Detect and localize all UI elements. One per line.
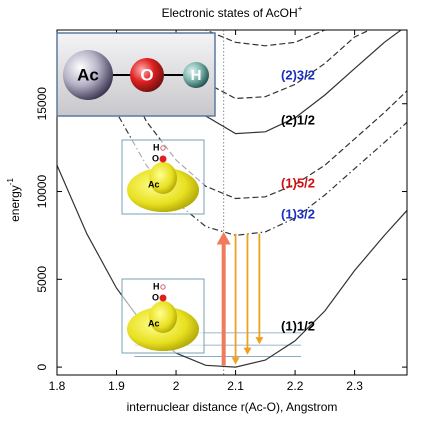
- x-axis-label: internuclear distance r(Ac-O), Angstrom: [127, 400, 338, 414]
- title-text: Electronic states of AcOH: [162, 6, 298, 20]
- y-axis-label: energy-1: [6, 178, 22, 222]
- inset-label: Ac: [148, 179, 160, 189]
- atom-label: H: [191, 67, 202, 84]
- arrow-head: [255, 337, 263, 344]
- x-tick-label: 1.8: [49, 379, 66, 393]
- y-tick-label: 0: [35, 363, 49, 370]
- state-label: (1)1/2: [281, 318, 315, 333]
- x-tick-label: 2.2: [287, 379, 304, 393]
- x-tick-label: 1.9: [108, 379, 125, 393]
- y-tick-label: 15000: [35, 87, 49, 121]
- state-label: (1)3/2: [281, 206, 315, 221]
- atom-label: Ac: [77, 65, 99, 84]
- orbital-inset: HO Ac: [122, 140, 204, 214]
- chart-title: Electronic states of AcOH+: [162, 4, 303, 20]
- title-superscript: +: [298, 4, 303, 13]
- overlay: Ac O H: [57, 33, 215, 116]
- arrow-head: [243, 348, 251, 355]
- curve: [57, 165, 408, 367]
- atom-o: [160, 295, 167, 302]
- atom-o: [160, 156, 167, 163]
- atom-h: [161, 146, 165, 150]
- state-label: (1)5/2: [281, 175, 315, 190]
- atom-label: O: [140, 65, 153, 84]
- y-tick-label: 10000: [35, 175, 49, 209]
- orbital-inset: HO Ac: [122, 279, 204, 353]
- y-tick-label: 5000: [35, 266, 49, 293]
- state-label: (2)3/2: [281, 67, 315, 82]
- x-tick-label: 2: [173, 379, 180, 393]
- y-label-text: energy: [8, 185, 22, 222]
- inset-label: O: [152, 292, 159, 302]
- inset-label: H: [153, 281, 160, 291]
- x-tick-label: 2.1: [227, 379, 244, 393]
- curve: [194, 20, 355, 46]
- inset-label: H: [153, 142, 160, 152]
- arrow-head: [232, 357, 240, 364]
- y-label-superscript: -1: [6, 178, 15, 186]
- chart: Electronic states of AcOH+ internuclear …: [0, 0, 421, 418]
- x-tick-label: 2.3: [346, 379, 363, 393]
- state-label: (2)1/2: [281, 112, 315, 127]
- inset-label: O: [152, 153, 159, 163]
- inset-label: Ac: [148, 318, 160, 328]
- atom-h: [161, 285, 165, 289]
